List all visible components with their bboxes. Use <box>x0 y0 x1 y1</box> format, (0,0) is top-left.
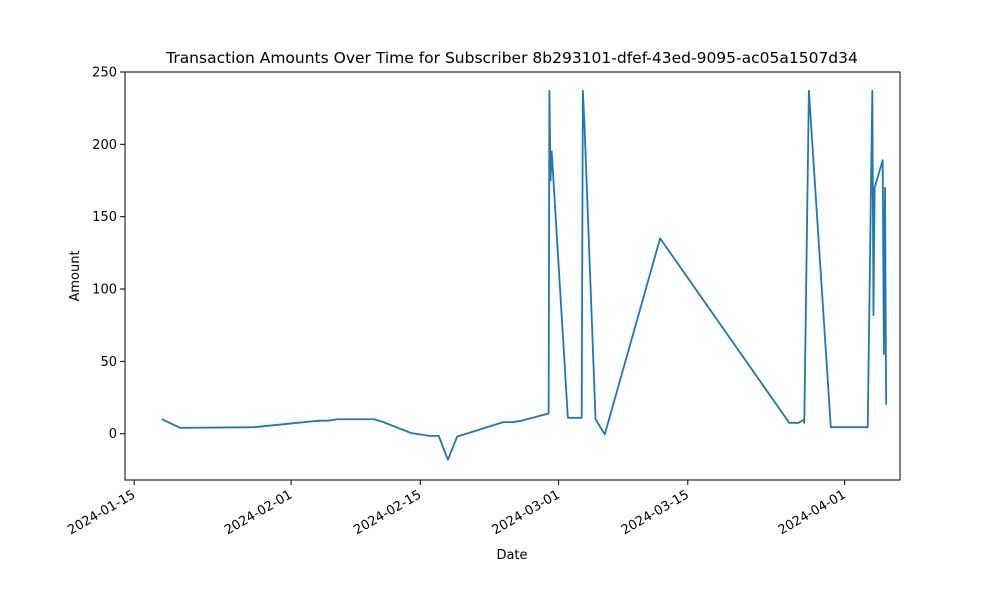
y-tick-label: 250 <box>92 66 117 81</box>
y-axis-label: Amount <box>68 250 83 301</box>
x-axis-label: Date <box>496 548 527 563</box>
y-tick-label: 100 <box>92 283 117 298</box>
chart-title: Transaction Amounts Over Time for Subscr… <box>165 49 858 67</box>
x-tick-label: 2024-03-15 <box>619 487 692 538</box>
x-tick-label: 2024-02-01 <box>222 487 295 538</box>
x-tick-label: 2024-03-01 <box>490 487 563 538</box>
y-axis: 0 50 100 150 200 250 <box>92 66 125 443</box>
x-tick-label: 2024-04-01 <box>776 487 849 538</box>
x-tick-label: 2024-02-15 <box>351 487 424 538</box>
y-tick-label: 150 <box>92 210 117 225</box>
x-axis: 2024-01-15 2024-02-01 2024-02-15 2024-03-01… <box>65 480 848 538</box>
plot-area <box>125 72 900 480</box>
y-tick-label: 0 <box>109 427 117 442</box>
x-tick-label: 2024-01-15 <box>65 487 138 538</box>
y-tick-label: 50 <box>100 355 117 370</box>
y-tick-label: 200 <box>92 138 117 153</box>
